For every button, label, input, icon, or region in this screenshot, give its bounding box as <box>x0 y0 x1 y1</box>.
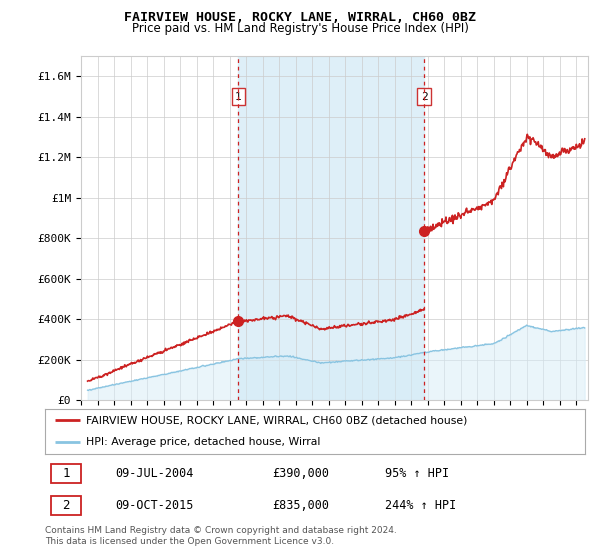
Text: £835,000: £835,000 <box>272 499 329 512</box>
Text: 1: 1 <box>62 467 70 480</box>
Text: Contains HM Land Registry data © Crown copyright and database right 2024.
This d: Contains HM Land Registry data © Crown c… <box>45 526 397 546</box>
Text: HPI: Average price, detached house, Wirral: HPI: Average price, detached house, Wirr… <box>86 437 320 447</box>
Text: Price paid vs. HM Land Registry's House Price Index (HPI): Price paid vs. HM Land Registry's House … <box>131 22 469 35</box>
FancyBboxPatch shape <box>52 496 81 515</box>
Text: 2: 2 <box>421 91 427 101</box>
Text: 244% ↑ HPI: 244% ↑ HPI <box>385 499 457 512</box>
Text: 2: 2 <box>62 499 70 512</box>
Text: 09-JUL-2004: 09-JUL-2004 <box>115 467 194 480</box>
Text: 1: 1 <box>235 91 242 101</box>
Text: £390,000: £390,000 <box>272 467 329 480</box>
FancyBboxPatch shape <box>52 464 81 483</box>
Text: 09-OCT-2015: 09-OCT-2015 <box>115 499 194 512</box>
Text: FAIRVIEW HOUSE, ROCKY LANE, WIRRAL, CH60 0BZ: FAIRVIEW HOUSE, ROCKY LANE, WIRRAL, CH60… <box>124 11 476 24</box>
Text: FAIRVIEW HOUSE, ROCKY LANE, WIRRAL, CH60 0BZ (detached house): FAIRVIEW HOUSE, ROCKY LANE, WIRRAL, CH60… <box>86 416 467 426</box>
Text: 95% ↑ HPI: 95% ↑ HPI <box>385 467 449 480</box>
Bar <box>238 56 424 400</box>
